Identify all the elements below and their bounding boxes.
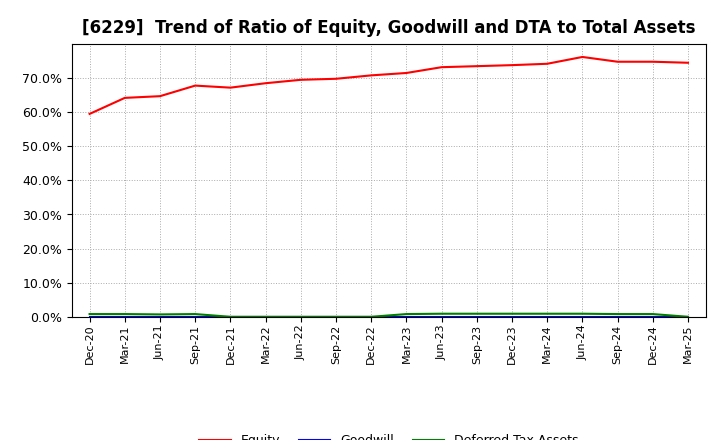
Equity [578, 54, 587, 59]
Deferred Tax Assets [332, 314, 341, 319]
Deferred Tax Assets [543, 311, 552, 316]
Deferred Tax Assets [156, 312, 164, 317]
Goodwill [402, 314, 410, 319]
Equity [297, 77, 305, 82]
Equity [613, 59, 622, 64]
Equity [684, 60, 693, 66]
Goodwill [613, 314, 622, 319]
Equity [85, 111, 94, 117]
Equity [261, 81, 270, 86]
Goodwill [508, 314, 516, 319]
Goodwill [437, 314, 446, 319]
Goodwill [332, 314, 341, 319]
Equity [543, 61, 552, 66]
Deferred Tax Assets [191, 312, 199, 317]
Equity [156, 94, 164, 99]
Deferred Tax Assets [578, 311, 587, 316]
Deferred Tax Assets [613, 312, 622, 317]
Equity [332, 76, 341, 81]
Equity [472, 63, 481, 69]
Legend: Equity, Goodwill, Deferred Tax Assets: Equity, Goodwill, Deferred Tax Assets [194, 429, 583, 440]
Deferred Tax Assets [649, 312, 657, 317]
Line: Equity: Equity [89, 57, 688, 114]
Equity [402, 70, 410, 76]
Equity [649, 59, 657, 64]
Goodwill [226, 314, 235, 319]
Deferred Tax Assets [85, 312, 94, 317]
Deferred Tax Assets [261, 314, 270, 319]
Equity [191, 83, 199, 88]
Deferred Tax Assets [367, 314, 376, 319]
Deferred Tax Assets [226, 314, 235, 319]
Goodwill [367, 314, 376, 319]
Goodwill [649, 314, 657, 319]
Equity [437, 65, 446, 70]
Goodwill [85, 314, 94, 319]
Goodwill [156, 314, 164, 319]
Goodwill [191, 314, 199, 319]
Deferred Tax Assets [437, 311, 446, 316]
Goodwill [684, 314, 693, 319]
Equity [226, 85, 235, 90]
Equity [120, 95, 129, 100]
Deferred Tax Assets [684, 314, 693, 319]
Deferred Tax Assets [402, 312, 410, 317]
Equity [367, 73, 376, 78]
Deferred Tax Assets [120, 312, 129, 317]
Deferred Tax Assets [508, 311, 516, 316]
Deferred Tax Assets [472, 311, 481, 316]
Deferred Tax Assets [297, 314, 305, 319]
Goodwill [472, 314, 481, 319]
Goodwill [578, 314, 587, 319]
Title: [6229]  Trend of Ratio of Equity, Goodwill and DTA to Total Assets: [6229] Trend of Ratio of Equity, Goodwil… [82, 19, 696, 37]
Goodwill [297, 314, 305, 319]
Line: Deferred Tax Assets: Deferred Tax Assets [89, 314, 688, 317]
Goodwill [120, 314, 129, 319]
Goodwill [261, 314, 270, 319]
Equity [508, 62, 516, 68]
Goodwill [543, 314, 552, 319]
